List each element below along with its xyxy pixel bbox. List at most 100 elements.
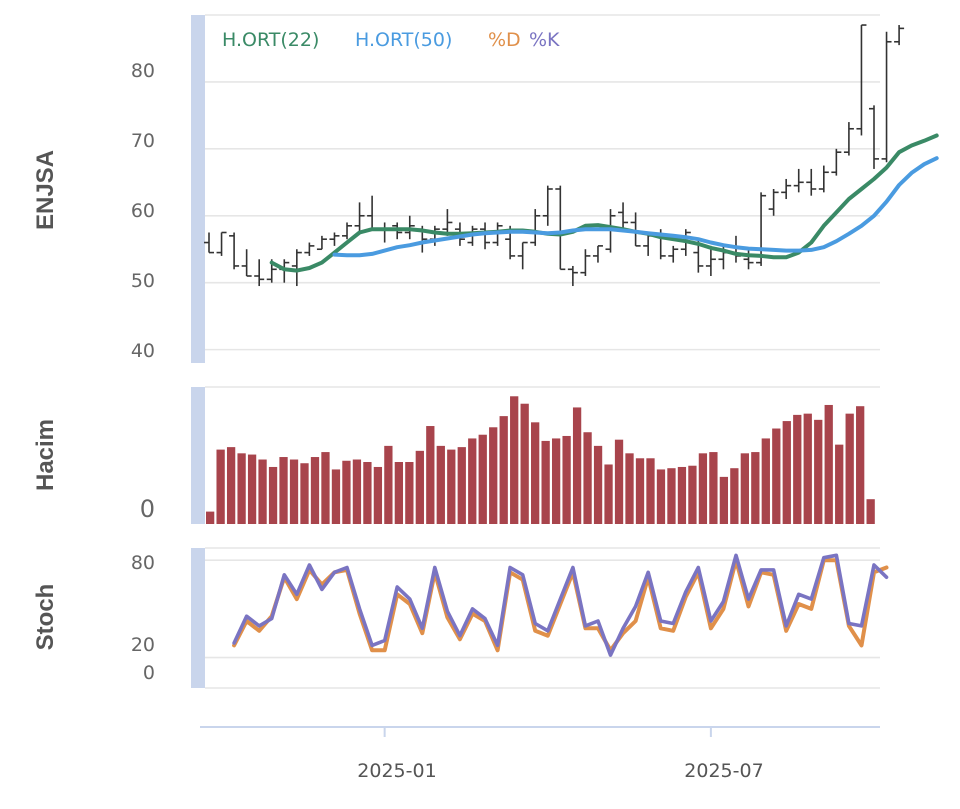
ohlc-bar [291, 249, 302, 287]
ohlc-bar [881, 31, 892, 163]
ohlc-series [204, 24, 905, 287]
xtick-label-2025-07: 2025-07 [684, 760, 763, 782]
ohlc-bar [831, 148, 842, 176]
stoch-panel-title: Stoch [32, 584, 59, 651]
price-panel-band [191, 15, 205, 363]
volume-bar [216, 449, 225, 524]
ohlc-bar [480, 222, 491, 250]
volume-bar [468, 438, 477, 524]
ohlc-bar [555, 185, 566, 271]
volume-bar [489, 427, 498, 524]
ohlc-bar [316, 235, 327, 251]
volume-bar [268, 466, 278, 524]
hort22-line [269, 133, 939, 273]
stoch-ytick-80: 80 [131, 552, 155, 574]
volume-bar [321, 452, 330, 524]
ohlc-bar [342, 222, 353, 240]
ohlc-bar [668, 245, 679, 263]
volume-bar [310, 457, 320, 524]
ohlc-bar [756, 192, 767, 266]
volume-bar [520, 403, 529, 524]
moving-average-series [269, 133, 939, 273]
stoch-panel-band [191, 548, 205, 688]
volume-bar [772, 428, 781, 524]
hort50-line [332, 156, 939, 258]
volume-bar [761, 438, 770, 524]
volume-bar [237, 453, 246, 524]
x-axis-ticks [383, 727, 712, 737]
ohlc-bar [229, 232, 240, 270]
ohlc-bar [806, 168, 817, 196]
volume-bar [667, 468, 676, 524]
ohlc-bar [743, 249, 754, 270]
volume-bar [342, 460, 351, 524]
volume-bar [593, 445, 603, 524]
volume-bar [258, 459, 267, 524]
ohlc-bar [894, 25, 905, 46]
ohlc-bar [768, 189, 779, 216]
ohlc-bar [618, 202, 629, 230]
ohlc-bar [216, 231, 227, 256]
volume-bar [845, 413, 854, 524]
volume-bar [457, 447, 466, 524]
ohlc-bar [567, 265, 578, 287]
ohlc-bar [329, 232, 340, 246]
price-ytick-70: 70 [131, 130, 155, 152]
ohlc-bar [793, 168, 804, 193]
volume-bar [352, 459, 362, 524]
volume-bar [331, 469, 341, 524]
volume-bar [656, 469, 666, 524]
volume-bar [226, 447, 236, 524]
volume-panel-band [191, 387, 205, 524]
volume-bar [394, 462, 404, 524]
volume-bar [614, 439, 624, 524]
volume-bar [478, 434, 487, 524]
volume-bar [373, 466, 383, 524]
volume-bar [279, 457, 288, 524]
volume-bar [730, 468, 739, 524]
ohlc-bar [818, 165, 829, 193]
ohlc-bar [367, 195, 378, 230]
ohlc-bar [442, 209, 453, 236]
ohlc-bar [254, 259, 265, 287]
volume-bar [793, 414, 802, 524]
price-ytick-60: 60 [131, 200, 155, 222]
volume-bar [447, 449, 456, 524]
volume-bar [688, 465, 697, 524]
volume-bar [436, 445, 445, 524]
volume-bar [751, 452, 760, 524]
volume-bar [646, 458, 655, 524]
stoch-series [232, 553, 889, 657]
volume-series [206, 396, 875, 524]
volume-bar [719, 476, 729, 524]
volume-bar [551, 438, 561, 524]
volume-bar [709, 452, 718, 524]
volume-bar [677, 466, 687, 524]
volume-ytick-0: 0 [140, 495, 155, 523]
ohlc-bar [542, 185, 553, 226]
volume-bar [247, 454, 257, 524]
volume-bar [562, 435, 571, 524]
ohlc-bar [241, 249, 252, 277]
legend-hort22[interactable]: H.ORT(22) [222, 29, 319, 51]
volume-bar [583, 432, 592, 524]
ohlc-bar [580, 249, 591, 276]
ohlc-bar [705, 245, 716, 276]
legend-d[interactable]: %D [488, 29, 521, 51]
volume-bar [572, 407, 582, 524]
ohlc-bar [781, 178, 792, 200]
price-ytick-40: 40 [131, 340, 155, 362]
legend-k[interactable]: %K [529, 29, 560, 51]
volume-bar [405, 462, 414, 524]
ohlc-bar [869, 105, 879, 169]
volume-bar [866, 499, 875, 524]
volume-panel-title: Hacim [32, 419, 59, 491]
price-ytick-50: 50 [131, 270, 155, 292]
ohlc-bar [379, 222, 390, 243]
volume-bar [803, 413, 812, 524]
volume-bar [499, 416, 508, 524]
ohlc-bar [204, 232, 214, 254]
ohlc-bar [856, 24, 867, 136]
legend-hort50[interactable]: H.ORT(50) [355, 29, 452, 51]
volume-bar [541, 440, 550, 524]
